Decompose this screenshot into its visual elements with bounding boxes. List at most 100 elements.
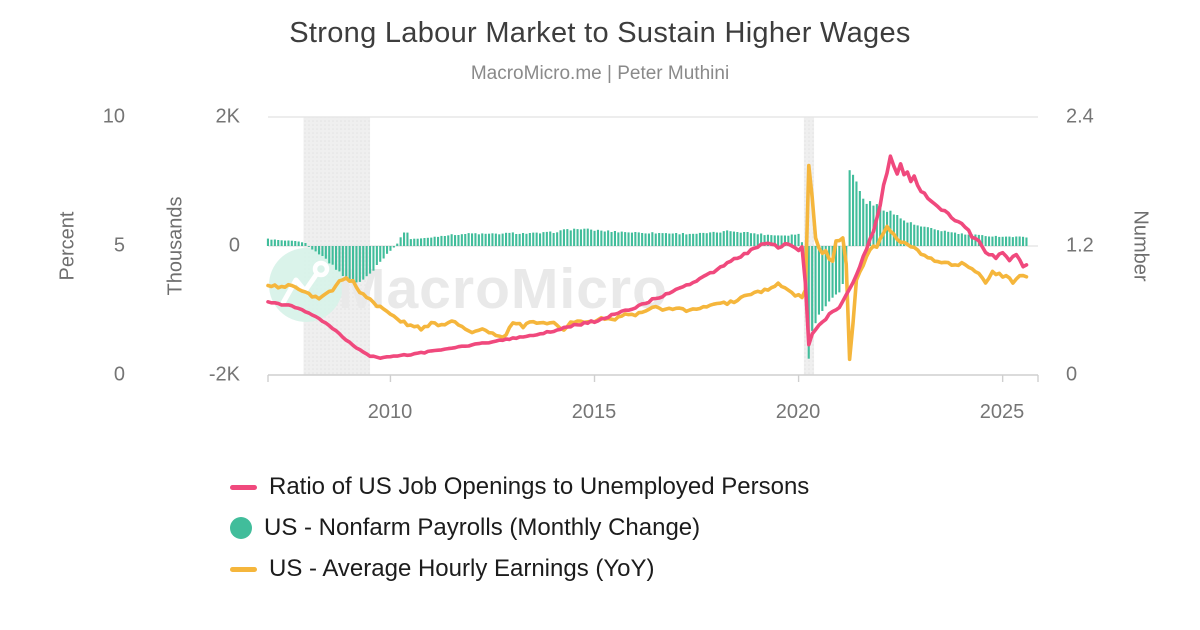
nfp-bar <box>671 233 674 246</box>
nfp-bar <box>600 230 603 246</box>
nfp-bar <box>773 235 776 246</box>
nfp-bar <box>1015 236 1018 246</box>
nfp-bar <box>525 233 528 246</box>
nfp-bar <box>957 234 960 246</box>
nfp-bar <box>505 232 508 246</box>
nfp-bar <box>545 231 548 246</box>
nfp-bar <box>637 232 640 246</box>
nfp-bar <box>943 230 946 246</box>
nfp-bar <box>736 232 739 246</box>
nfp-bar <box>780 235 783 246</box>
nfp-bar <box>920 226 923 246</box>
nfp-bar <box>406 232 409 246</box>
nfp-bar <box>355 246 358 283</box>
nfp-bar <box>821 246 824 311</box>
nfp-bar <box>369 246 372 274</box>
chart-title: Strong Labour Market to Sustain Higher W… <box>289 17 911 49</box>
nfp-bar <box>375 246 378 265</box>
legend-item-earnings[interactable]: US - Average Hourly Earnings (YoY) <box>230 553 809 585</box>
nfp-bar <box>1022 236 1025 246</box>
nfp-bar <box>971 234 974 246</box>
nfp-bar <box>729 231 732 246</box>
nfp-bar <box>498 234 501 246</box>
nfp-bar <box>403 232 406 246</box>
nfp-bar <box>828 246 831 302</box>
nfp-bar <box>280 240 283 246</box>
nfp-bar <box>892 214 895 246</box>
nfp-bar <box>488 233 491 246</box>
nfp-bar <box>443 236 446 246</box>
earnings-line-swatch <box>230 566 257 572</box>
nfp-bar <box>658 233 661 246</box>
nfp-bar <box>464 234 467 246</box>
nfp-bar <box>681 233 684 246</box>
nfp-bar <box>726 230 729 246</box>
nfp-bar <box>848 170 851 246</box>
nfp-bar <box>562 229 565 246</box>
nfp-bar <box>954 232 957 246</box>
ratio-line <box>266 154 1029 360</box>
nfp-bar <box>345 246 348 280</box>
legend-item-payrolls[interactable]: US - Nonfarm Payrolls (Monthly Change) <box>230 512 809 544</box>
nfp-bar <box>749 233 752 246</box>
nfp-bar <box>858 191 861 246</box>
nfp-bar <box>440 235 443 246</box>
nfp-bar <box>290 240 293 246</box>
nfp-bar <box>702 232 705 246</box>
nfp-bar <box>923 226 926 246</box>
nfp-bar <box>882 210 885 246</box>
nfp-bar <box>984 236 987 246</box>
nfp-bar <box>566 229 569 246</box>
nfp-bar <box>960 233 963 246</box>
nfp-bar <box>301 242 304 246</box>
nfp-bar <box>511 232 514 246</box>
nfp-bar <box>841 246 844 284</box>
nfp-bar <box>477 234 480 246</box>
number-tick-0: 0 <box>1066 363 1078 386</box>
nfp-bar <box>797 233 800 246</box>
nfp-bar <box>903 220 906 246</box>
nfp-bar <box>1001 236 1004 246</box>
nfp-bar <box>783 235 786 246</box>
nfp-bar <box>433 236 436 246</box>
thousands-tick-2k: 2K <box>215 105 240 128</box>
nfp-bar <box>722 231 725 246</box>
nfp-bar <box>284 240 287 246</box>
nfp-bar <box>474 233 477 246</box>
nfp-bar <box>998 236 1001 246</box>
nfp-bar <box>593 230 596 246</box>
nfp-bar <box>879 207 882 246</box>
nfp-bar <box>661 233 664 246</box>
nfp-bar <box>324 246 327 259</box>
watermark-text: MacroMicro <box>338 257 668 321</box>
nfp-bar <box>266 238 269 246</box>
nfp-bar <box>896 215 899 246</box>
nfp-bar <box>573 228 576 246</box>
nfp-bar <box>644 233 647 246</box>
nfp-bar <box>389 246 392 251</box>
nfp-bar <box>386 246 389 254</box>
watermark-chart-icon <box>280 272 319 306</box>
x-tick-2020: 2020 <box>775 401 821 423</box>
nfp-bar <box>1008 236 1011 246</box>
nfp-bar <box>675 233 678 246</box>
nfp-bar <box>712 231 715 246</box>
nfp-bar <box>610 232 613 246</box>
nfp-bar <box>981 235 984 246</box>
nfp-bar <box>800 242 803 246</box>
legend-item-ratio[interactable]: Ratio of US Job Openings to Unemployed P… <box>230 471 809 503</box>
number-tick-24: 2.4 <box>1066 105 1094 128</box>
nfp-bar <box>294 241 297 246</box>
nfp-bar <box>535 232 538 246</box>
x-tick-2015: 2015 <box>571 401 617 423</box>
nfp-bar <box>287 240 290 246</box>
ratio-line-swatch <box>230 484 257 490</box>
nfp-bar <box>824 246 827 307</box>
nfp-bar <box>603 231 606 246</box>
nfp-bar <box>719 232 722 246</box>
nfp-bar <box>382 246 385 259</box>
nfp-bar <box>321 246 324 256</box>
nfp-bar <box>814 246 817 324</box>
